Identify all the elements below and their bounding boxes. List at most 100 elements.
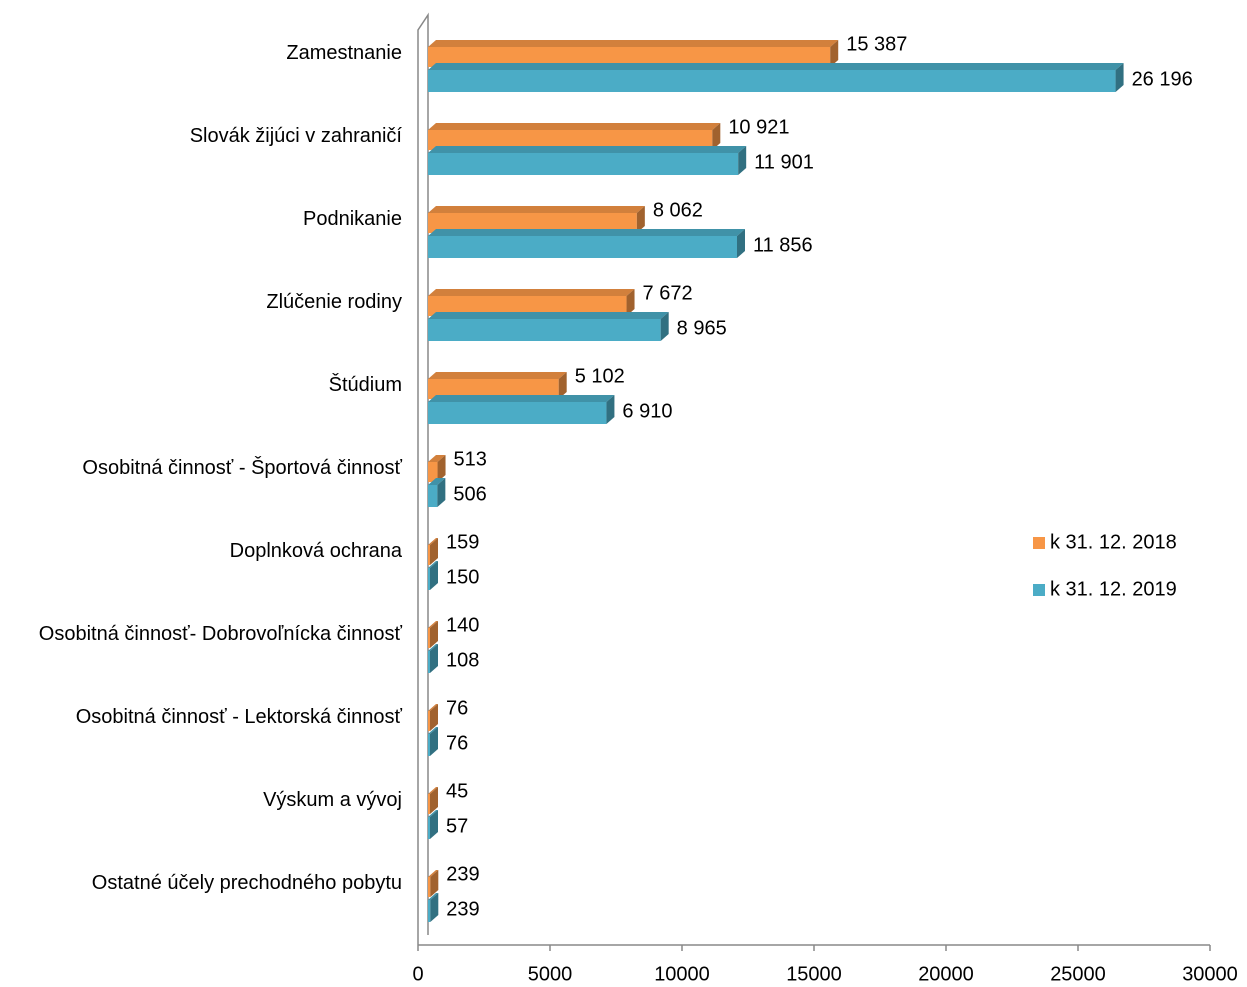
bar — [428, 296, 627, 316]
legend-label: k 31. 12. 2018 — [1050, 531, 1177, 553]
bar-side — [712, 123, 721, 150]
bar-top — [428, 289, 635, 296]
x-tick-label: 25000 — [1050, 963, 1106, 985]
legend-swatch — [1033, 537, 1045, 549]
bar-top — [428, 372, 567, 379]
bar — [428, 545, 430, 565]
bar — [428, 734, 430, 756]
bar-side — [558, 372, 567, 399]
category-label: Osobitná činnosť - Športová činnosť — [82, 457, 402, 479]
value-label: 6 910 — [622, 400, 672, 422]
category-label: Osobitná činnosť- Dobrovoľnícka činnosť — [38, 623, 402, 645]
bar — [428, 817, 430, 839]
bar-top — [428, 40, 839, 47]
value-label: 140 — [446, 614, 479, 636]
value-label: 11 856 — [753, 234, 813, 256]
bar — [428, 568, 430, 590]
bar-top — [428, 561, 438, 568]
bar — [428, 628, 430, 648]
bar-side — [430, 727, 438, 756]
bar — [428, 130, 713, 150]
legend-swatch — [1033, 584, 1045, 596]
bar-side — [606, 395, 615, 424]
bar — [428, 485, 438, 507]
value-label: 239 — [446, 863, 479, 885]
bar — [428, 153, 739, 175]
bar-top — [428, 621, 438, 628]
bar — [428, 70, 1116, 92]
x-tick-label: 30000 — [1182, 963, 1238, 985]
value-label: 108 — [446, 649, 479, 671]
bar-top — [428, 478, 446, 485]
bar-side — [660, 312, 669, 341]
bar-side — [430, 644, 438, 673]
category-label: Štúdium — [328, 374, 402, 396]
x-tick-label: 5000 — [528, 963, 573, 985]
category-label: Slovák žijúci v zahraničí — [189, 125, 402, 147]
bar — [428, 877, 431, 897]
value-label: 239 — [446, 898, 479, 920]
bar-top — [428, 229, 745, 236]
bar-top — [428, 312, 669, 319]
bar — [428, 213, 637, 233]
bar-side — [430, 621, 438, 648]
category-label: Osobitná činnosť - Lektorská činnosť — [75, 706, 402, 728]
bar — [428, 402, 607, 424]
value-label: 159 — [446, 531, 479, 553]
category-label: Doplnková ochrana — [229, 540, 402, 562]
y-axis-wall — [417, 12, 429, 945]
legend-label: k 31. 12. 2019 — [1050, 578, 1177, 600]
value-label: 8 062 — [653, 199, 703, 221]
bar-side — [430, 870, 439, 897]
bar — [428, 236, 737, 258]
value-label: 8 965 — [677, 317, 727, 339]
value-label: 76 — [446, 732, 468, 754]
value-label: 11 901 — [754, 151, 814, 173]
bar-top — [428, 455, 446, 462]
bar-top — [428, 146, 747, 153]
value-label: 5 102 — [575, 365, 625, 387]
bar-top — [428, 63, 1124, 70]
bar-top — [428, 893, 439, 900]
bar — [428, 462, 438, 482]
bar-top — [428, 727, 438, 734]
bar — [428, 651, 430, 673]
bar-side — [830, 40, 839, 67]
category-label: Zlúčenie rodiny — [266, 291, 402, 313]
bar-side — [1115, 63, 1124, 92]
bar-side — [738, 146, 747, 175]
value-label: 15 387 — [846, 33, 907, 55]
x-tick-label: 0 — [412, 963, 423, 985]
bar-top — [428, 206, 645, 213]
bar-top — [428, 704, 438, 711]
value-label: 26 196 — [1132, 68, 1193, 90]
bar-side — [437, 455, 446, 482]
bar — [428, 794, 430, 814]
bar-side — [430, 810, 438, 839]
bar-top — [428, 538, 438, 545]
bar-top — [428, 870, 439, 877]
bar — [428, 900, 431, 922]
bar-side — [736, 229, 745, 258]
value-label: 7 672 — [643, 282, 693, 304]
category-label: Zamestnanie — [286, 42, 402, 64]
bar-top — [428, 123, 721, 130]
bar-top — [428, 644, 438, 651]
value-label: 513 — [454, 448, 487, 470]
x-tick-label: 10000 — [654, 963, 710, 985]
value-label: 150 — [446, 566, 479, 588]
bar-side — [430, 893, 439, 922]
category-label: Ostatné účely prechodného pobytu — [91, 872, 402, 894]
bar-side — [430, 538, 438, 565]
bar-side — [430, 704, 438, 731]
bar-side — [430, 787, 438, 814]
category-label: Výskum a vývoj — [263, 789, 402, 811]
bar-side — [636, 206, 645, 233]
value-label: 57 — [446, 815, 468, 837]
x-tick-label: 15000 — [786, 963, 842, 985]
bar-side — [437, 478, 446, 507]
bar — [428, 379, 559, 399]
bar-top — [428, 787, 438, 794]
